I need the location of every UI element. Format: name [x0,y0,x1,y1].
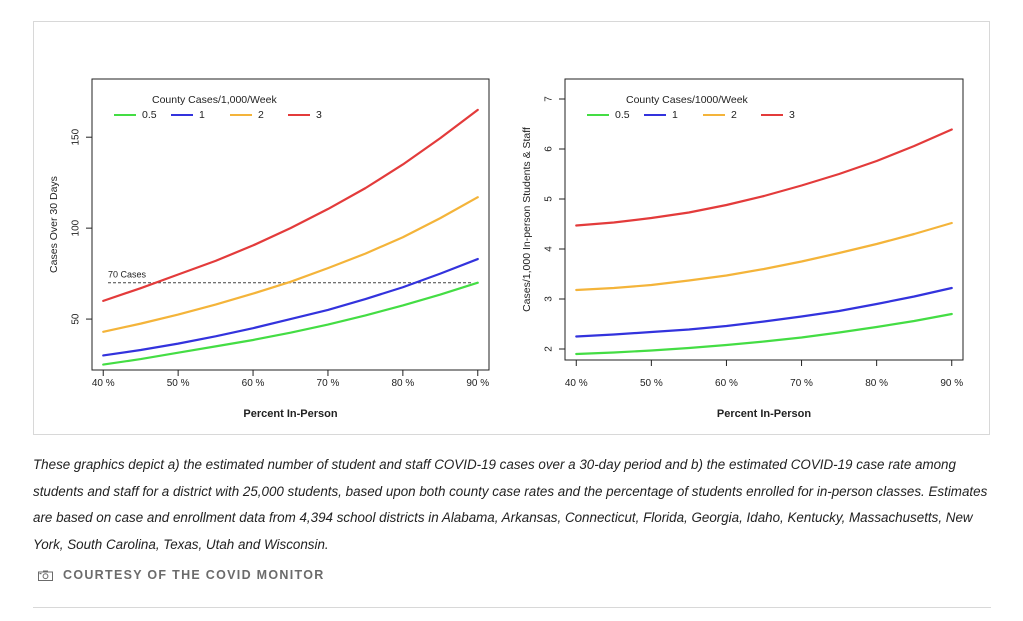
chart-case-rate-per-1000: 40 % 50 % 60 % 70 % 80 % 90 % 2 3 4 5 6 7 Percent In… [521,78,964,420]
x-axis-label: Percent In-Person [717,408,811,420]
bottom-divider [33,607,991,608]
x-tick-label: 80 % [391,378,414,389]
reference-line-label: 70 Cases [108,270,147,280]
y-tick-label: 150 [71,128,82,145]
x-axis-label: Percent In-Person [243,408,337,420]
series-line-3 [102,108,479,302]
series-line-1 [575,286,953,338]
x-tick-label: 40 % [565,378,588,389]
y-tick-label: 50 [71,313,82,325]
x-tick-label: 60 % [715,378,738,389]
legend-entry: 0.5 [615,109,630,121]
camera-icon [38,570,53,581]
legend-entry: 2 [731,109,737,121]
x-tick-label: 70 % [790,378,813,389]
x-tick-label: 80 % [865,378,888,389]
legend-entry: 1 [672,109,678,121]
y-tick-label: 100 [71,219,82,236]
plot-area [91,78,490,371]
legend-entry: 2 [258,109,264,121]
legend-entry: 3 [316,109,322,121]
x-tick-label: 50 % [167,378,190,389]
x-tick-label: 50 % [640,378,663,389]
series-line-3 [575,128,953,227]
x-tick-label: 60 % [242,378,265,389]
y-axis-label: Cases Over 30 Days [48,176,60,273]
figure-frame: 40 % 50 % 60 % 70 % 80 % 90 % 50 100 150 Percent … [33,21,990,435]
legend-title: County Cases/1,000/Week [152,94,277,106]
series-line-0-5 [102,281,479,366]
series-line-0-5 [575,312,953,356]
x-tick-label: 70 % [317,378,340,389]
figure-caption: These graphics depict a) the estimated n… [33,457,988,552]
x-tick-label: 40 % [92,378,115,389]
series-line-2 [575,221,953,292]
x-tick-label: 90 % [466,378,489,389]
chart-cases-over-30-days: 40 % 50 % 60 % 70 % 80 % 90 % 50 100 150 Percent … [48,78,490,420]
y-tick-label: 2 [544,346,555,352]
legend-entry: 0.5 [142,109,157,121]
plot-area [564,78,964,361]
legend-entry: 1 [199,109,205,121]
y-tick-label: 6 [544,146,555,152]
legend-title: County Cases/1000/Week [626,94,749,106]
series-line-2 [102,196,479,333]
y-axis-label: Cases/1,000 In-person Students & Staff [521,127,533,312]
y-tick-label: 7 [544,96,555,102]
legend-entry: 3 [789,109,795,121]
y-tick-label: 3 [544,296,555,302]
y-tick-label: 5 [544,196,555,202]
y-tick-label: 4 [544,246,555,252]
x-tick-label: 90 % [940,378,963,389]
credit-text: COURTESY OF THE COVID MONITOR [63,568,325,582]
series-line-1 [102,257,479,357]
photo-credit: COURTESY OF THE COVID MONITOR [38,568,325,582]
